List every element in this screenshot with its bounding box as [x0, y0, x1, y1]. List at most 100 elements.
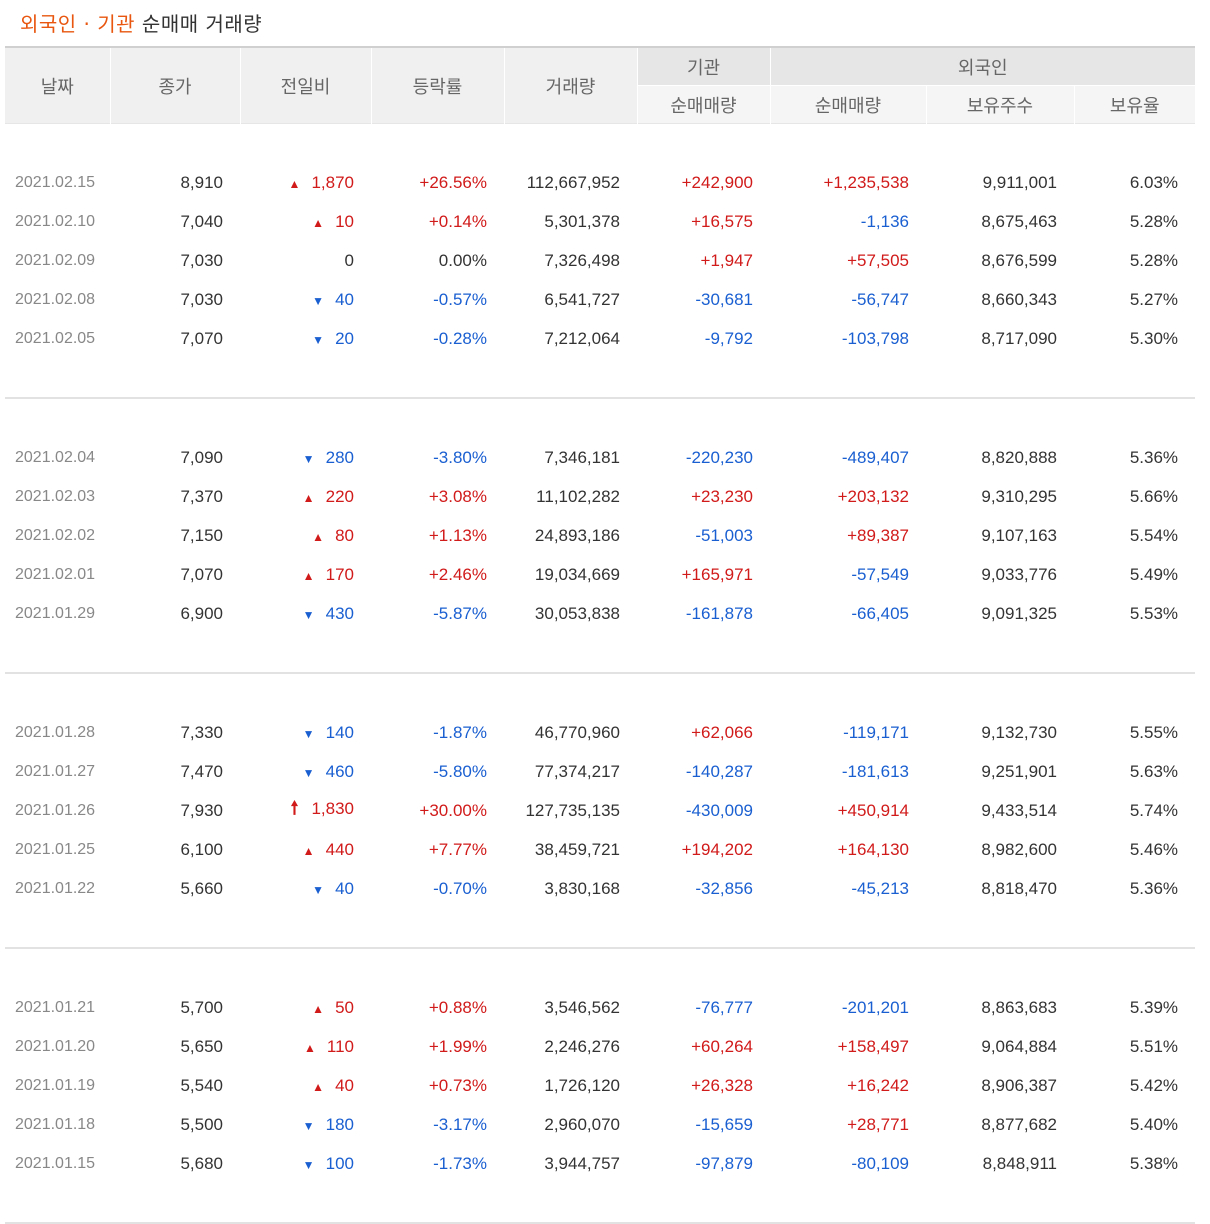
change-cell: 40: [240, 1066, 371, 1105]
ratio-cell: 5.74%: [1129, 800, 1179, 820]
up-triangle-icon: [311, 530, 325, 544]
rate-cell: -3.80%: [433, 447, 487, 467]
close-cell: 7,470: [180, 761, 223, 781]
change-value: 460: [325, 761, 354, 781]
change-value: 180: [325, 1114, 354, 1134]
rate-cell: -0.57%: [433, 289, 487, 309]
holdings-cell: 8,820,888: [981, 447, 1057, 467]
ratio-cell: 5.36%: [1129, 878, 1179, 898]
change-value: 1,830: [311, 798, 354, 818]
rate-cell: +7.77%: [428, 839, 487, 859]
table-row: 2021.02.15 8,910 1,870 +26.56% 112,667,952 +2…: [5, 163, 1195, 202]
down-triangle-icon: [311, 333, 325, 347]
foreign-net-cell: +16,242: [847, 1075, 909, 1095]
change-value: 40: [335, 1075, 354, 1095]
header-gap-row: [5, 123, 1196, 163]
holdings-cell: 9,310,295: [981, 486, 1057, 506]
ratio-cell: 5.54%: [1129, 525, 1179, 545]
foreign-net-cell: -66,405: [851, 603, 909, 623]
change-cell: 10: [240, 202, 371, 241]
date-cell: 2021.02.05: [15, 329, 96, 347]
foreign-net-cell: -80,109: [851, 1153, 909, 1173]
rate-cell: 0.00%: [438, 250, 487, 270]
institution-net-cell: -9,792: [704, 328, 753, 348]
rate-cell: +26.56%: [419, 172, 487, 192]
separator-cell: [5, 1183, 1196, 1224]
table-row: 2021.02.08 7,030 40 -0.57% 6,541,727 -30,681 -…: [5, 280, 1195, 319]
holdings-cell: 8,675,463: [981, 211, 1057, 231]
table-row: 2021.02.09 7,030 0 0.00% 7,326,498 +1,947 +57,…: [5, 241, 1195, 280]
foreign-net-cell: -103,798: [841, 328, 909, 348]
group-spacer: [5, 673, 1195, 713]
foreign-net-cell: -119,171: [843, 722, 909, 742]
date-cell: 2021.01.18: [15, 1115, 96, 1133]
institution-net-cell: -32,856: [695, 878, 753, 898]
table-row: 2021.01.21 5,700 50 +0.88% 3,546,562 -76,777 -…: [5, 988, 1195, 1027]
change-value: 20: [335, 328, 354, 348]
close-cell: 5,650: [180, 1036, 223, 1056]
foreign-net-cell: +1,235,538: [823, 172, 909, 192]
separator-cell: [5, 358, 1196, 399]
volume-cell: 3,944,757: [544, 1153, 620, 1173]
volume-cell: 7,212,064: [544, 328, 620, 348]
up-triangle-icon: [311, 1080, 325, 1094]
volume-cell: 11,102,282: [536, 486, 620, 506]
change-cell: 40: [240, 869, 371, 908]
table-row: 2021.01.27 7,470 460 -5.80% 77,374,217 -140,2…: [5, 752, 1195, 791]
table-row: 2021.01.15 5,680 100 -1.73% 3,944,757 -97,879…: [5, 1144, 1195, 1183]
foreign-net-cell: -181,613: [841, 761, 909, 781]
table-row: 2021.01.20 5,650 110 +1.99% 2,246,276 +60,264…: [5, 1027, 1195, 1066]
date-cell: 2021.01.29: [15, 604, 96, 622]
date-cell: 2021.02.15: [15, 173, 96, 191]
ratio-cell: 5.39%: [1129, 997, 1179, 1017]
volume-cell: 7,346,181: [544, 447, 620, 467]
institution-net-cell: +194,202: [681, 839, 753, 859]
date-cell: 2021.02.09: [15, 251, 96, 269]
group-spacer: [5, 398, 1195, 438]
date-cell: 2021.01.21: [15, 998, 96, 1016]
volume-cell: 2,960,070: [544, 1114, 620, 1134]
institution-net-cell: -140,287: [685, 761, 753, 781]
change-cell: 80: [240, 516, 371, 555]
volume-cell: 127,735,135: [525, 800, 620, 820]
header-institution-net: 순매매량: [637, 85, 771, 124]
header-gap-cell: [5, 123, 1196, 163]
rate-cell: -5.80%: [433, 761, 487, 781]
date-cell: 2021.02.10: [15, 212, 96, 230]
spacer-cell: [5, 398, 1195, 438]
ratio-cell: 5.28%: [1129, 211, 1179, 231]
table-row: 2021.02.01 7,070 170 +2.46% 19,034,669 +165,9…: [5, 555, 1195, 594]
volume-cell: 46,770,960: [534, 722, 620, 742]
change-value: 220: [325, 486, 354, 506]
page-root: 외국인 · 기관 순매매 거래량 날짜 종가 전일비 등락률 거래량 기관 외국…: [0, 0, 1210, 1034]
rate-cell: -0.70%: [433, 878, 487, 898]
table-row: 2021.02.03 7,370 220 +3.08% 11,102,282 +23,23…: [5, 477, 1195, 516]
date-cell: 2021.02.01: [15, 565, 96, 583]
holdings-cell: 9,107,163: [981, 525, 1057, 545]
change-cell: 460: [240, 752, 371, 791]
volume-cell: 24,893,186: [534, 525, 620, 545]
close-cell: 5,680: [180, 1153, 223, 1173]
change-cell: 110: [240, 1027, 371, 1066]
change-value: 170: [325, 564, 354, 584]
date-cell: 2021.01.25: [15, 840, 96, 858]
change-value: 0: [344, 250, 354, 270]
rate-cell: -1.87%: [433, 722, 487, 742]
change-cell: 280: [240, 438, 371, 477]
table-body: 2021.02.15 8,910 1,870 +26.56% 112,667,952 +2…: [5, 123, 1196, 1224]
header-ratio: 보유율: [1074, 85, 1196, 124]
change-cell: 50: [240, 988, 371, 1027]
header-foreign-group: 외국인: [770, 46, 1196, 86]
volume-cell: 6,541,727: [544, 289, 620, 309]
group-separator: [5, 633, 1196, 674]
close-cell: 7,370: [180, 486, 223, 506]
foreign-net-cell: -45,213: [851, 878, 909, 898]
institution-net-cell: -220,230: [685, 447, 753, 467]
ratio-cell: 5.40%: [1129, 1114, 1179, 1134]
close-cell: 5,540: [180, 1075, 223, 1095]
change-value: 440: [325, 839, 354, 859]
holdings-cell: 9,132,730: [981, 722, 1057, 742]
holdings-cell: 8,660,343: [981, 289, 1057, 309]
change-value: 1,870: [311, 172, 354, 192]
volume-cell: 112,667,952: [526, 172, 620, 192]
